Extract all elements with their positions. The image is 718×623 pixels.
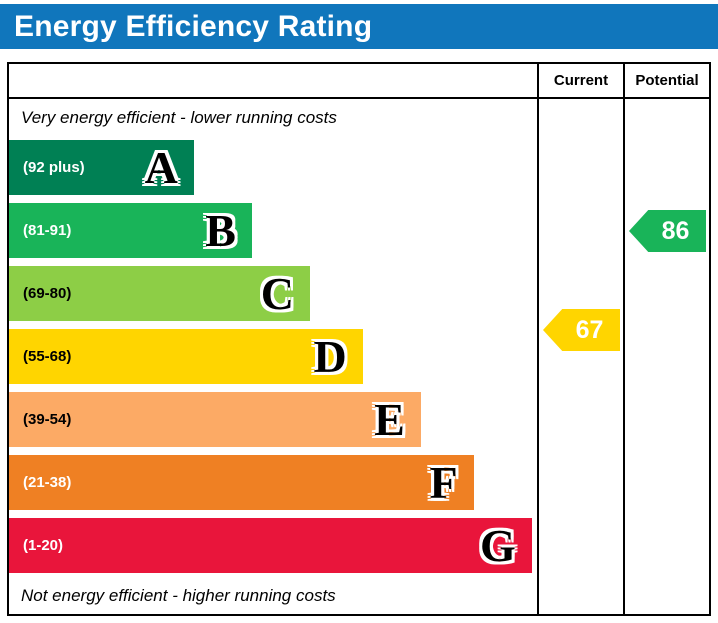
band-bar-d: (55-68) D xyxy=(9,329,363,384)
band-row-g: (1-20) G xyxy=(9,514,537,577)
band-range-label: (55-68) xyxy=(23,348,72,365)
band-letter: D xyxy=(313,330,347,382)
band-row-e: (39-54) E xyxy=(9,388,537,451)
page-title: Energy Efficiency Rating xyxy=(14,9,373,43)
band-letter: E xyxy=(374,393,405,445)
band-letter: C xyxy=(260,267,294,319)
band-row-c: (69-80) C xyxy=(9,262,537,325)
chart-body: Very energy efficient - lower running co… xyxy=(9,99,709,614)
energy-rating-chart: Current Potential Very energy efficient … xyxy=(7,62,711,616)
band-row-b: (81-91) B xyxy=(9,199,537,262)
current-rating-value: 67 xyxy=(575,315,604,344)
band-bar-f: (21-38) F xyxy=(9,455,474,510)
current-column: 67 xyxy=(537,99,623,614)
potential-column: 86 xyxy=(623,99,709,614)
header-spacer xyxy=(9,64,537,97)
band-bar-g: (1-20) G xyxy=(9,518,532,573)
band-range-label: (39-54) xyxy=(23,411,72,428)
bands-area: Very energy efficient - lower running co… xyxy=(9,99,537,614)
band-range-label: (81-91) xyxy=(23,222,72,239)
band-row-a: (92 plus) A xyxy=(9,136,537,199)
title-bar: Energy Efficiency Rating xyxy=(0,4,718,49)
band-range-label: (1-20) xyxy=(23,537,64,554)
band-row-d: (55-68) D xyxy=(9,325,537,388)
band-range-label: (21-38) xyxy=(23,474,72,491)
band-bar-c: (69-80) C xyxy=(9,266,310,321)
chart-header: Current Potential xyxy=(9,64,709,99)
band-row-f: (21-38) F xyxy=(9,451,537,514)
band-letter: F xyxy=(429,456,458,508)
potential-rating-value: 86 xyxy=(661,216,690,245)
current-rating-arrow: 67 xyxy=(543,309,620,351)
band-range-label: (69-80) xyxy=(23,285,72,302)
band-bar-b: (81-91) B xyxy=(9,203,252,258)
band-bar-a: (92 plus) A xyxy=(9,140,194,195)
bottom-note: Not energy efficient - higher running co… xyxy=(21,585,336,605)
band-range-label: (92 plus) xyxy=(23,159,85,176)
band-letter: A xyxy=(144,141,178,193)
top-note: Very energy efficient - lower running co… xyxy=(21,107,337,127)
potential-column-header: Potential xyxy=(623,64,709,97)
potential-rating-arrow: 86 xyxy=(629,210,706,252)
band-letter: G xyxy=(479,519,516,571)
current-column-header: Current xyxy=(537,64,623,97)
band-bar-e: (39-54) E xyxy=(9,392,421,447)
band-letter: B xyxy=(205,204,236,256)
